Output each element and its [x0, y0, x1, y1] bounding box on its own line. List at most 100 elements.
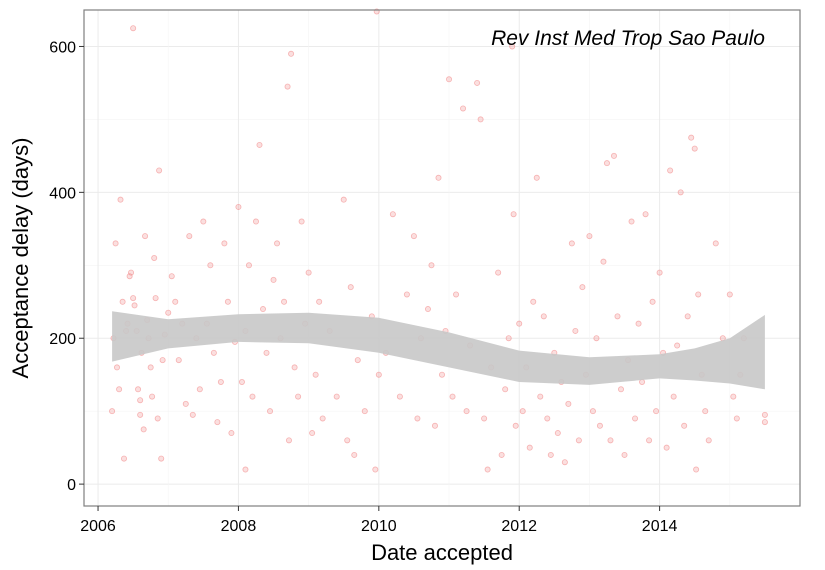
data-point — [410, 233, 417, 240]
data-point — [270, 276, 277, 283]
data-point — [130, 25, 137, 32]
data-point — [477, 116, 484, 123]
data-point — [544, 415, 551, 422]
data-point — [316, 298, 323, 305]
data-point — [572, 327, 579, 334]
data-point — [705, 437, 712, 444]
data-point — [113, 364, 120, 371]
data-point — [319, 415, 326, 422]
data-point — [214, 419, 221, 426]
data-point — [375, 371, 382, 378]
data-point — [291, 364, 298, 371]
data-point — [121, 455, 128, 462]
data-point — [530, 298, 537, 305]
data-point — [593, 335, 600, 342]
data-point — [632, 415, 639, 422]
data-point — [438, 371, 445, 378]
data-point — [361, 408, 368, 415]
data-point — [340, 196, 347, 203]
data-point — [495, 269, 502, 276]
data-point — [533, 174, 540, 181]
x-axis: 2006 2008 2010 2012 2014 — [80, 506, 678, 535]
y-tick-label: 0 — [67, 477, 76, 494]
data-point — [238, 378, 245, 385]
data-point — [653, 408, 660, 415]
data-point — [502, 386, 509, 393]
data-point — [372, 466, 379, 473]
data-point — [256, 141, 263, 148]
data-point — [481, 415, 488, 422]
data-point — [285, 437, 292, 444]
data-point — [621, 451, 628, 458]
data-point — [221, 240, 228, 247]
data-point — [351, 451, 358, 458]
data-point — [561, 459, 568, 466]
smooth-confidence-band — [112, 311, 765, 390]
data-point — [130, 295, 137, 302]
data-point — [149, 393, 156, 400]
x-tick-label: 2010 — [361, 518, 397, 535]
data-point — [403, 291, 410, 298]
data-point — [453, 291, 460, 298]
data-point — [172, 298, 179, 305]
data-point — [554, 430, 561, 437]
data-point — [667, 167, 674, 174]
data-point — [677, 189, 684, 196]
data-point — [284, 83, 291, 90]
y-tick-label: 200 — [49, 331, 76, 348]
data-point — [449, 393, 456, 400]
data-point — [210, 349, 217, 356]
data-point — [509, 43, 516, 50]
x-tick-label: 2014 — [642, 518, 678, 535]
x-tick-label: 2006 — [80, 518, 116, 535]
data-point — [168, 273, 175, 280]
data-point — [354, 357, 361, 364]
data-point — [663, 444, 670, 451]
data-point — [263, 349, 270, 356]
data-point — [137, 397, 144, 404]
data-point — [695, 291, 702, 298]
data-point — [435, 174, 442, 181]
data-point — [733, 415, 740, 422]
data-point — [249, 393, 256, 400]
data-point — [347, 284, 354, 291]
data-point — [182, 400, 189, 407]
data-point — [189, 411, 196, 418]
data-point — [396, 393, 403, 400]
data-point — [579, 284, 586, 291]
data-point — [712, 240, 719, 247]
data-point — [610, 152, 617, 159]
x-axis-title: Date accepted — [371, 540, 513, 565]
data-point — [688, 134, 695, 141]
data-point — [463, 408, 470, 415]
data-point — [281, 298, 288, 305]
data-point — [165, 309, 172, 316]
data-point — [200, 218, 207, 225]
data-point — [152, 295, 159, 302]
data-point — [245, 262, 252, 269]
data-point — [684, 313, 691, 320]
data-point — [505, 335, 512, 342]
data-point — [575, 437, 582, 444]
data-point — [288, 50, 295, 57]
data-point — [252, 218, 259, 225]
data-point — [207, 262, 214, 269]
data-point — [726, 291, 733, 298]
data-point — [131, 302, 138, 309]
data-point — [681, 422, 688, 429]
data-point — [137, 411, 144, 418]
data-point — [267, 408, 274, 415]
data-point — [274, 240, 281, 247]
data-point — [109, 408, 116, 415]
chart-annotation: Rev Inst Med Trop Sao Paulo — [491, 27, 765, 50]
data-point — [228, 430, 235, 437]
data-point — [540, 313, 547, 320]
data-point — [305, 269, 312, 276]
data-point — [691, 145, 698, 152]
data-point — [112, 240, 119, 247]
data-point — [389, 211, 396, 218]
data-point — [761, 411, 768, 418]
data-point — [674, 342, 681, 349]
data-point — [526, 444, 533, 451]
